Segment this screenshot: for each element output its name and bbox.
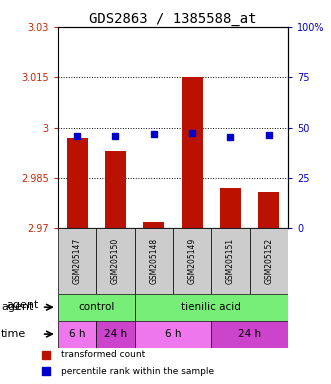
Bar: [173, 228, 211, 294]
Text: 24 h: 24 h: [238, 329, 261, 339]
Text: GSM205151: GSM205151: [226, 238, 235, 284]
Text: agent: agent: [7, 300, 39, 310]
Text: GSM205147: GSM205147: [72, 238, 82, 284]
Bar: [58, 228, 96, 294]
Bar: [143, 222, 164, 228]
Title: GDS2863 / 1385588_at: GDS2863 / 1385588_at: [89, 12, 257, 26]
Text: time: time: [1, 329, 26, 339]
Text: 6 h: 6 h: [69, 329, 85, 339]
Text: control: control: [78, 302, 115, 312]
Text: GSM205148: GSM205148: [149, 238, 158, 284]
Bar: [250, 228, 288, 294]
Bar: [211, 321, 288, 348]
Bar: [182, 77, 203, 228]
Bar: [58, 321, 96, 348]
Bar: [96, 321, 135, 348]
Bar: [135, 294, 288, 321]
Text: 6 h: 6 h: [165, 329, 181, 339]
Bar: [220, 188, 241, 228]
Text: 24 h: 24 h: [104, 329, 127, 339]
Bar: [135, 228, 173, 294]
Text: GSM205150: GSM205150: [111, 238, 120, 284]
Text: tienilic acid: tienilic acid: [181, 302, 241, 312]
Text: GSM205149: GSM205149: [188, 238, 197, 284]
Bar: [105, 151, 126, 228]
Bar: [58, 294, 135, 321]
Text: GSM205152: GSM205152: [264, 238, 273, 284]
Text: percentile rank within the sample: percentile rank within the sample: [61, 366, 214, 376]
Text: transformed count: transformed count: [61, 350, 145, 359]
Bar: [211, 228, 250, 294]
Bar: [67, 138, 88, 228]
Text: agent: agent: [1, 302, 33, 312]
Bar: [135, 321, 211, 348]
Bar: [258, 192, 279, 228]
Bar: [96, 228, 135, 294]
